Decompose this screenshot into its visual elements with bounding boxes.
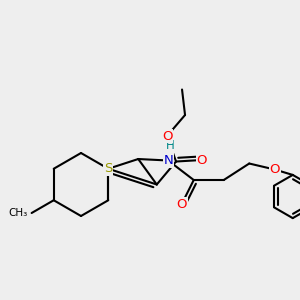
Text: O: O xyxy=(162,130,172,142)
Text: H: H xyxy=(166,139,175,152)
Text: N: N xyxy=(164,154,173,167)
Text: O: O xyxy=(176,197,187,211)
Text: O: O xyxy=(269,163,280,176)
Text: CH₃: CH₃ xyxy=(8,208,27,218)
Text: O: O xyxy=(196,154,207,166)
Text: S: S xyxy=(104,162,112,175)
